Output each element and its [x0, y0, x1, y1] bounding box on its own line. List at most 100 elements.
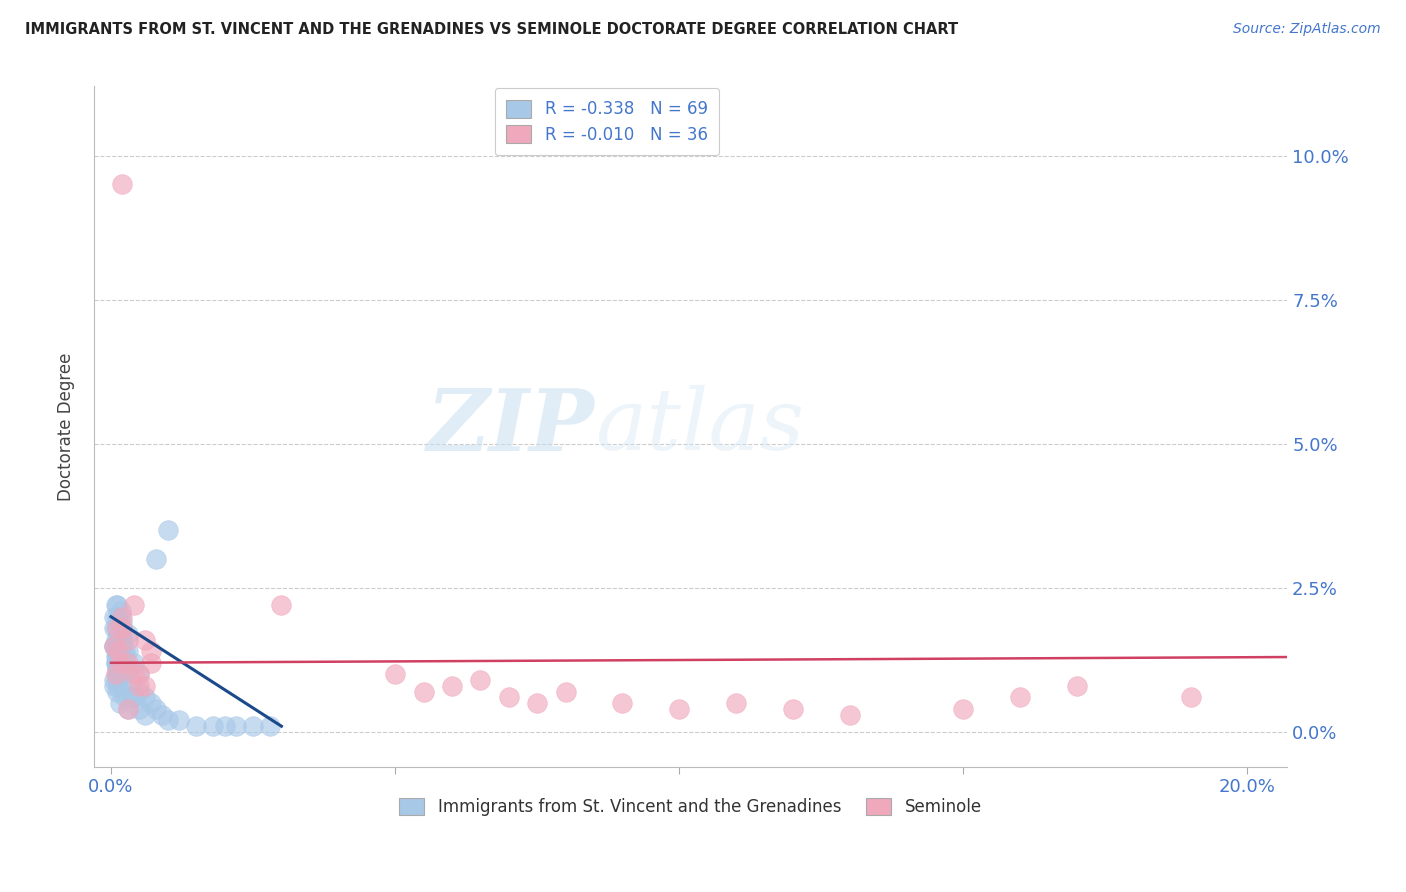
Point [111, 656, 134, 670]
Point [470, 673, 492, 687]
Point [104, 656, 127, 670]
Point [114, 690, 136, 705]
Point [105, 667, 128, 681]
Text: atlas: atlas [595, 385, 804, 467]
Point [108, 667, 131, 681]
Point [111, 632, 134, 647]
Point [1180, 690, 1202, 705]
Point [105, 673, 128, 687]
Point [156, 714, 179, 728]
Point [107, 644, 129, 658]
Point [412, 684, 434, 698]
Point [150, 707, 173, 722]
Point [108, 644, 131, 658]
Point [134, 690, 156, 705]
Point [105, 644, 128, 658]
Point [104, 656, 127, 670]
Point [104, 632, 127, 647]
Point [105, 667, 128, 681]
Point [107, 679, 129, 693]
Point [103, 639, 125, 653]
Point [105, 621, 128, 635]
Point [384, 667, 406, 681]
Point [111, 609, 134, 624]
Point [145, 702, 167, 716]
Point [117, 662, 139, 676]
Point [134, 707, 156, 722]
Point [128, 702, 150, 716]
Point [122, 598, 145, 612]
Point [103, 609, 125, 624]
Point [104, 598, 127, 612]
Point [117, 644, 139, 658]
Point [104, 644, 127, 658]
Point [117, 702, 139, 716]
Point [242, 719, 264, 733]
Point [202, 719, 225, 733]
Point [134, 632, 156, 647]
Point [103, 679, 125, 693]
Point [108, 632, 131, 647]
Point [122, 690, 145, 705]
Point [128, 679, 150, 693]
Point [110, 604, 132, 618]
Point [117, 656, 139, 670]
Point [111, 679, 134, 693]
Point [105, 650, 128, 665]
Point [105, 656, 128, 670]
Point [108, 656, 131, 670]
Point [111, 621, 134, 635]
Point [103, 621, 125, 635]
Point [1066, 679, 1088, 693]
Point [104, 650, 127, 665]
Text: IMMIGRANTS FROM ST. VINCENT AND THE GRENADINES VS SEMINOLE DOCTORATE DEGREE CORR: IMMIGRANTS FROM ST. VINCENT AND THE GREN… [25, 22, 959, 37]
Point [259, 719, 281, 733]
Point [105, 684, 128, 698]
Point [122, 667, 145, 681]
Point [1010, 690, 1032, 705]
Point [526, 696, 548, 710]
Point [668, 702, 690, 716]
Point [108, 621, 131, 635]
Point [103, 673, 125, 687]
Text: Source: ZipAtlas.com: Source: ZipAtlas.com [1233, 22, 1381, 37]
Point [111, 178, 134, 192]
Point [139, 656, 162, 670]
Point [108, 696, 131, 710]
Point [122, 656, 145, 670]
Point [103, 639, 125, 653]
Point [724, 696, 747, 710]
Point [782, 702, 804, 716]
Point [838, 707, 860, 722]
Point [111, 632, 134, 647]
Point [108, 662, 131, 676]
Point [156, 523, 179, 537]
Point [225, 719, 247, 733]
Point [554, 684, 576, 698]
Point [117, 702, 139, 716]
Point [498, 690, 520, 705]
Text: ZIP: ZIP [427, 384, 595, 468]
Point [270, 598, 292, 612]
Point [104, 621, 127, 635]
Point [117, 627, 139, 641]
Point [114, 650, 136, 665]
Point [104, 667, 127, 681]
Point [122, 690, 145, 705]
Point [103, 639, 125, 653]
Point [214, 719, 236, 733]
Point [105, 609, 128, 624]
Point [128, 667, 150, 681]
Point [128, 667, 150, 681]
Legend: Immigrants from St. Vincent and the Grenadines, Seminole: Immigrants from St. Vincent and the Gren… [392, 791, 988, 822]
Point [186, 719, 208, 733]
Point [111, 639, 134, 653]
Point [114, 644, 136, 658]
Point [139, 696, 162, 710]
Point [139, 644, 162, 658]
Point [952, 702, 974, 716]
Point [612, 696, 634, 710]
Point [111, 621, 134, 635]
Point [167, 714, 190, 728]
Point [107, 627, 129, 641]
